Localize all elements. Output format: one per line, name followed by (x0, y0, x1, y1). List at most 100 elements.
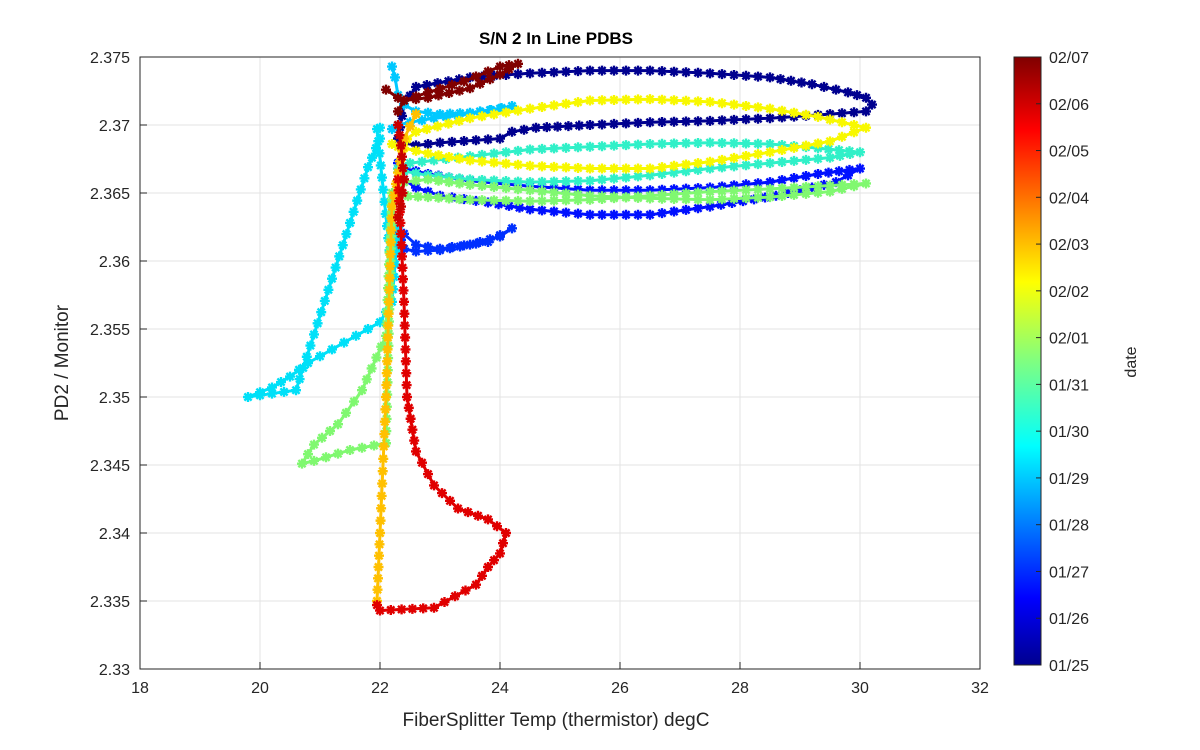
data-point (513, 58, 523, 69)
x-tick-label: 26 (611, 680, 629, 697)
data-point (396, 201, 406, 212)
data-point (825, 180, 835, 191)
data-point (393, 92, 403, 103)
data-point (303, 449, 313, 460)
data-point (501, 528, 511, 538)
data-point (459, 76, 469, 87)
data-point (496, 103, 507, 113)
data-point (400, 356, 411, 367)
data-point (633, 185, 643, 196)
data-point (385, 237, 396, 248)
data-point (429, 113, 439, 124)
data-point (561, 142, 571, 153)
data-point (765, 158, 775, 169)
data-point (549, 206, 559, 217)
data-point (375, 317, 385, 328)
data-point (504, 200, 514, 211)
data-point (375, 605, 385, 616)
data-point (831, 84, 841, 95)
data-point (495, 61, 505, 72)
data-point (749, 194, 759, 205)
data-point (454, 173, 465, 184)
data-point (513, 195, 523, 206)
data-point (423, 87, 433, 98)
data-point (717, 115, 727, 126)
data-point (753, 149, 763, 160)
data-point (327, 273, 337, 284)
data-point (411, 145, 421, 156)
data-point (717, 154, 727, 165)
data-point (375, 133, 385, 144)
y-tick-label: 2.33 (99, 662, 130, 679)
data-point (444, 88, 454, 99)
data-point (437, 488, 447, 499)
data-point (393, 120, 403, 130)
data-point (327, 344, 337, 355)
data-point (392, 234, 402, 245)
data-point (385, 604, 396, 615)
data-point (507, 126, 517, 137)
data-point (445, 495, 455, 506)
data-point (561, 162, 571, 173)
data-point (621, 163, 631, 174)
data-point (489, 175, 499, 186)
data-point (777, 145, 787, 156)
data-point (465, 179, 475, 190)
data-point (574, 120, 585, 131)
colorbar-tick-label: 01/31 (1049, 377, 1089, 394)
colorbar-tick-label: 01/30 (1049, 424, 1089, 441)
data-point (837, 108, 847, 119)
data-point (741, 179, 751, 190)
data-point (525, 196, 535, 207)
data-point (519, 124, 529, 135)
data-point (489, 148, 499, 159)
data-point (657, 168, 667, 179)
data-point (374, 148, 385, 159)
data-point (795, 185, 805, 196)
data-point (349, 396, 359, 407)
data-point (379, 429, 390, 440)
data-point (513, 184, 523, 195)
data-point (549, 187, 559, 198)
data-point (633, 209, 643, 220)
x-tick-label: 24 (491, 680, 509, 697)
data-point (693, 116, 703, 127)
data-point (460, 585, 471, 596)
data-point (621, 192, 631, 203)
y-tick-label: 2.35 (99, 390, 130, 407)
data-point (312, 318, 323, 329)
data-point (309, 439, 319, 450)
data-point (395, 217, 406, 228)
data-point (849, 127, 859, 138)
data-point (382, 356, 393, 367)
data-point (834, 166, 844, 177)
data-point (585, 120, 595, 130)
data-point (681, 67, 691, 78)
data-point (352, 195, 363, 206)
data-point (447, 136, 457, 147)
data-point (777, 183, 787, 194)
data-point (693, 137, 703, 148)
data-point (359, 173, 370, 184)
data-point (411, 91, 421, 102)
data-point (376, 490, 387, 501)
data-point (705, 163, 715, 174)
data-point (423, 107, 433, 118)
data-point (801, 181, 811, 192)
data-point (633, 192, 643, 203)
data-point (741, 114, 751, 125)
data-point (861, 122, 871, 133)
data-point (475, 107, 486, 118)
data-point (645, 193, 655, 204)
data-point (705, 194, 715, 205)
colorbar (1013, 56, 1042, 666)
data-point (345, 217, 355, 228)
data-point (609, 185, 619, 196)
data-point (729, 138, 739, 149)
data-point (435, 137, 445, 148)
data-point (483, 562, 493, 572)
data-point (377, 172, 387, 183)
data-point (441, 111, 451, 122)
data-point (825, 186, 835, 197)
data-point (789, 107, 799, 118)
